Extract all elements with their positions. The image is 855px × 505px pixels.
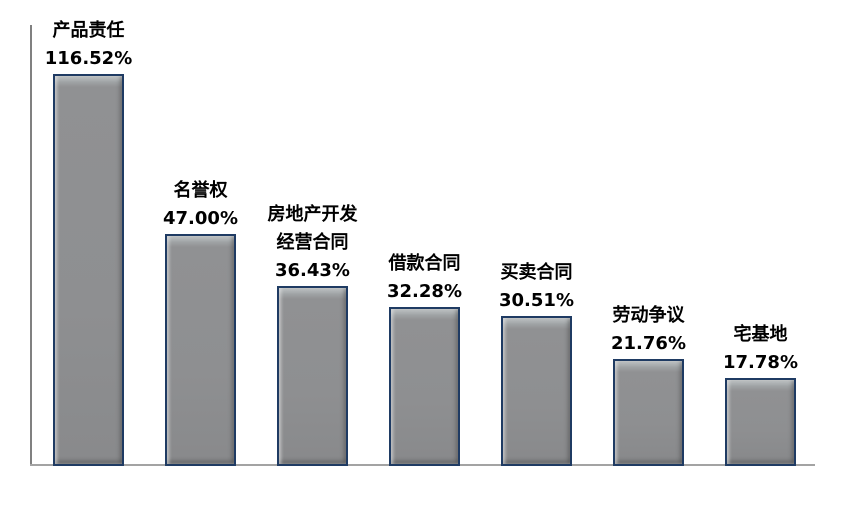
bar-5: 劳动争议 21.76% — [611, 305, 686, 466]
bar-label-4: 买卖合同 30.51% — [499, 259, 574, 315]
bar-4: 买卖合同 30.51% — [499, 262, 574, 466]
bar-label-6: 宅基地 17.78% — [723, 321, 798, 377]
y-axis-line — [30, 25, 32, 466]
bar-label-0: 产品责任 116.52% — [45, 17, 133, 73]
bar-category-line: 买卖合同 — [500, 262, 573, 283]
bar-6: 宅基地 17.78% — [723, 324, 798, 466]
bar-category-line: 名誉权 — [173, 180, 228, 201]
bar-label-1: 名誉权 47.00% — [163, 177, 238, 233]
bar-category-line: 借款合同 — [388, 253, 461, 274]
bar-value-label: 30.51% — [499, 290, 574, 311]
bar-3: 借款合同 32.28% — [387, 253, 462, 466]
bar-value-label: 32.28% — [387, 281, 462, 302]
bar-1: 名誉权 47.00% — [163, 180, 238, 466]
bar-value-label: 21.76% — [611, 333, 686, 354]
bar-2: 房地产开发经营合同 36.43% — [268, 204, 358, 466]
bar-value-label: 36.43% — [275, 260, 350, 281]
bar-value-label: 17.78% — [723, 352, 798, 373]
bar-label-5: 劳动争议 21.76% — [611, 302, 686, 358]
bar-0: 产品责任 116.52% — [45, 20, 132, 466]
bar-category-line: 房地产开发 — [267, 204, 358, 225]
bar-category-line: 产品责任 — [52, 20, 125, 41]
bar-label-2: 房地产开发经营合同 36.43% — [268, 201, 358, 285]
bar-value-label: 116.52% — [44, 48, 133, 69]
bar-category-line: 宅基地 — [733, 324, 788, 345]
bar-label-3: 借款合同 32.28% — [387, 250, 462, 306]
bar-value-label: 47.00% — [163, 208, 238, 229]
bar-category-line: 经营合同 — [276, 232, 349, 253]
bar-category-line: 劳动争议 — [612, 305, 685, 326]
